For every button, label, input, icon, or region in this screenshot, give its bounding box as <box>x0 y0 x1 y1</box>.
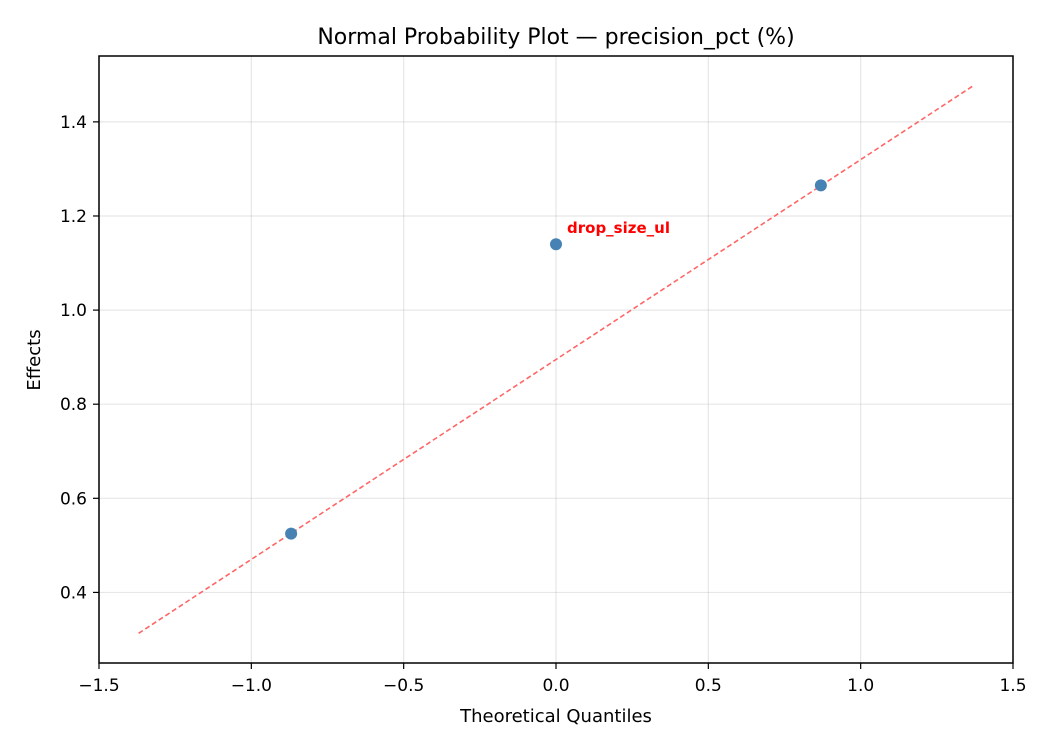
y-tick-label: 1.0 <box>60 301 87 321</box>
reference-line <box>138 84 974 635</box>
x-tick-label: 1.0 <box>847 676 874 696</box>
y-tick-label: 0.4 <box>60 583 87 603</box>
annotation-layer: drop_size_ul <box>567 219 670 237</box>
x-tick-label: −1.0 <box>231 676 272 696</box>
data-point <box>550 238 562 251</box>
grid-lines <box>98 56 1014 663</box>
x-tick-label: 0.5 <box>695 676 722 696</box>
x-tick-label: 1.5 <box>999 676 1026 696</box>
x-tick-label: −1.5 <box>78 676 119 696</box>
data-point <box>285 527 298 540</box>
x-tick-label: 0.0 <box>542 676 569 696</box>
point-annotation: drop_size_ul <box>567 219 670 237</box>
chart-title: Normal Probability Plot — precision_pct … <box>317 25 794 50</box>
y-tick-label: 0.6 <box>60 489 87 509</box>
y-tick-label: 1.2 <box>60 207 87 227</box>
x-axis-ticks: −1.5 −1.0 −0.5 0.0 0.5 1.0 1.5 <box>78 663 1027 696</box>
data-point <box>814 179 827 192</box>
y-tick-label: 0.8 <box>60 395 87 415</box>
y-tick-label: 1.4 <box>60 113 87 133</box>
reference-line-layer <box>138 84 974 635</box>
y-axis-ticks: 0.4 0.6 0.8 1.0 1.2 1.4 <box>60 113 99 603</box>
y-axis-label: Effects <box>24 329 45 390</box>
data-points-layer <box>285 179 827 540</box>
x-tick-label: −0.5 <box>383 676 424 696</box>
x-axis-label: Theoretical Quantiles <box>459 706 652 727</box>
